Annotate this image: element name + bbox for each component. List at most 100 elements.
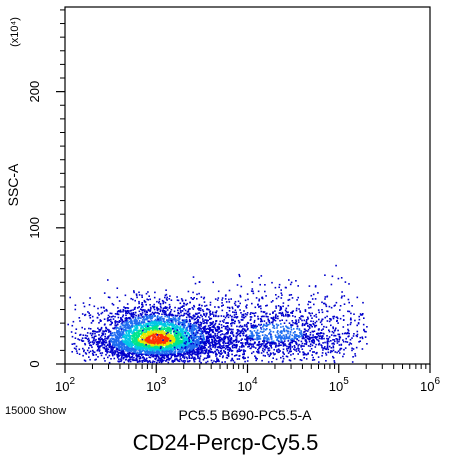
event-dot [263,336,266,338]
event-dot [144,309,146,311]
event-dot [133,352,136,355]
event-dot [96,349,99,352]
event-dot [122,336,124,338]
event-dot [101,343,103,345]
event-dot [233,314,236,316]
event-dot [136,329,138,332]
event-dot [156,359,159,362]
event-dot [177,344,179,347]
event-dot [183,308,185,310]
event-dot [176,342,179,344]
event-dot [93,338,95,340]
event-dot [232,311,234,313]
event-dot [268,321,271,324]
event-dot [171,314,173,317]
event-dot [290,329,293,331]
event-dot [178,334,180,336]
event-dot [108,340,110,343]
event-dot [125,346,128,349]
event-dot [118,328,120,330]
event-dot [151,325,154,327]
event-dot [147,328,150,330]
event-dot [148,309,150,312]
event-dot [103,318,106,320]
event-dot [182,305,184,307]
event-dot [138,310,141,313]
event-dot [169,341,172,344]
event-dot [300,340,303,343]
event-dot [297,349,300,352]
event-dot [159,343,161,346]
event-dot [328,320,331,323]
event-dot [137,337,139,339]
event-dot [219,336,222,339]
event-dot [145,325,148,328]
event-dot [295,335,297,338]
event-dot [148,316,151,318]
event-dot [227,341,230,343]
event-dot [187,332,190,334]
event-dot [165,339,168,342]
event-dot [127,311,130,314]
event-dot [172,338,174,341]
event-dot [125,323,127,325]
event-dot [100,328,103,330]
event-dot [165,328,168,330]
event-dot [152,349,154,351]
event-dot [130,342,133,344]
event-dot [180,324,183,326]
event-dot [179,356,182,358]
event-dot [203,330,206,333]
event-dot [191,353,193,356]
event-dot [174,335,177,337]
event-dot [116,344,119,346]
event-dot [183,314,185,316]
event-dot [173,325,175,328]
event-dot [270,321,273,324]
event-dot [213,343,215,346]
event-dot [173,317,175,320]
event-dot [166,321,169,324]
event-dot [197,327,199,330]
event-dot [107,356,109,359]
event-dot [118,321,120,323]
event-dot [366,343,368,345]
event-dot [152,329,154,331]
event-dot [269,344,271,346]
event-dot [274,334,277,337]
event-dot [171,354,174,357]
event-dot [313,339,315,341]
event-dot [215,320,217,322]
event-dot [196,336,198,338]
event-dot [114,334,116,337]
event-dot [267,361,270,363]
event-dot [192,291,194,294]
event-dot [139,351,141,353]
event-dot [148,350,150,353]
event-dot [297,339,300,342]
event-dot [136,344,139,347]
event-dot [125,332,128,335]
event-dot [214,339,216,342]
event-dot [179,325,181,328]
event-dot [245,307,248,309]
event-dot [93,305,96,308]
event-dot [167,320,169,322]
event-dot [176,327,178,329]
event-dot [130,336,132,339]
event-dot [118,354,120,357]
event-dot [157,329,160,332]
event-dot [141,316,144,318]
event-dot [180,298,183,300]
event-dot [207,354,210,356]
event-dot [243,357,245,360]
event-dot [292,353,294,355]
event-dot [192,348,195,351]
event-dot [250,326,253,329]
event-dot [78,317,81,319]
event-dot [156,330,159,333]
event-dot [121,342,123,344]
event-dot [112,304,115,306]
event-dot [184,360,187,362]
event-dot [162,309,164,312]
